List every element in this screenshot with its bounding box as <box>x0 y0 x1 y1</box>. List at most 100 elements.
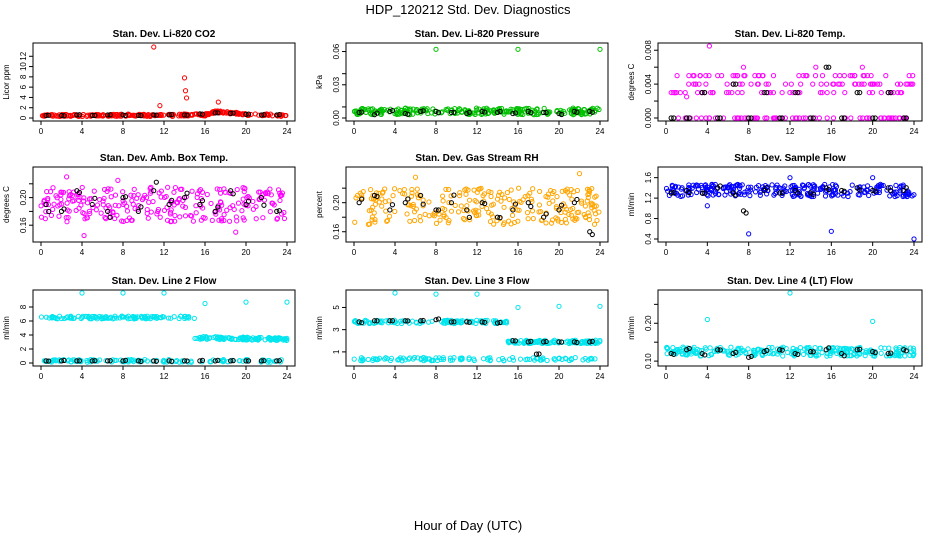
panel-title: Stan. Dev. Line 3 Flow <box>425 276 530 287</box>
series-point <box>407 218 413 224</box>
series-point <box>414 186 420 192</box>
series-point <box>273 336 279 342</box>
x-tick-label: 4 <box>705 127 710 136</box>
mean-point <box>686 345 692 352</box>
series-point <box>824 115 830 121</box>
series-point <box>226 334 232 341</box>
series-point <box>568 212 574 218</box>
series-point <box>693 81 699 87</box>
series-point <box>857 115 863 121</box>
series-point <box>423 355 429 361</box>
series-point <box>359 105 365 112</box>
series-point <box>370 204 376 210</box>
x-tick-label: 0 <box>39 248 44 257</box>
series-point <box>793 115 799 121</box>
series-point <box>487 218 494 225</box>
mean-point <box>885 185 891 191</box>
series-point <box>578 198 585 204</box>
series-point <box>110 357 116 363</box>
mean-point <box>243 358 249 364</box>
series-point <box>877 81 883 87</box>
series-point <box>240 111 246 117</box>
mean-point <box>228 358 234 364</box>
mean-point <box>389 107 396 114</box>
series-point <box>97 357 103 363</box>
mean-point <box>451 319 457 325</box>
series-point <box>866 192 872 199</box>
x-tick-label: 8 <box>121 127 126 136</box>
series-point <box>281 215 288 222</box>
mean-point <box>61 357 67 364</box>
y-tick-label: 1.2 <box>644 192 653 204</box>
mean-point <box>107 358 113 364</box>
mean-point <box>795 351 801 358</box>
series-point <box>583 214 589 221</box>
series-point <box>198 335 204 342</box>
series-point <box>75 194 81 200</box>
mean-point <box>543 338 549 345</box>
series-point <box>455 209 462 215</box>
series-point <box>672 183 679 189</box>
series-point <box>900 193 906 200</box>
mean-point <box>433 317 439 323</box>
x-tick-label: 8 <box>121 372 126 381</box>
mean-point <box>389 202 396 208</box>
x-tick-label: 24 <box>283 248 292 257</box>
outlier-point <box>79 290 85 296</box>
mean-point <box>589 338 595 344</box>
x-tick-label: 4 <box>705 372 710 381</box>
series-point <box>831 187 838 193</box>
mean-point <box>777 347 783 353</box>
series-point <box>84 313 90 320</box>
series-point <box>241 217 247 223</box>
mean-point <box>122 357 129 363</box>
series-point <box>215 335 221 341</box>
series-point <box>545 194 551 200</box>
series-point <box>417 218 424 224</box>
series-point <box>817 89 823 96</box>
series-point <box>568 206 574 213</box>
series-point <box>885 115 891 121</box>
panel-6: Stan. Dev. Sample Flow ml/min 0 4 8 12 16 20 24 0… <box>627 153 923 257</box>
mean-point <box>181 112 188 118</box>
series-point <box>728 344 734 350</box>
mean-point <box>418 192 424 199</box>
mean-point <box>903 348 909 354</box>
x-tick-label: 4 <box>393 248 398 257</box>
series-point <box>790 89 796 96</box>
series-point <box>734 115 740 121</box>
series-point <box>798 193 804 199</box>
series-point <box>176 111 183 117</box>
series-point <box>177 214 183 220</box>
series-point <box>382 199 388 205</box>
mean-point <box>808 190 814 196</box>
series-point <box>146 199 152 205</box>
outlier-point <box>597 303 603 309</box>
series-point <box>458 109 465 115</box>
y-tick-label: 1.6 <box>644 172 653 184</box>
series-point <box>100 198 106 204</box>
series-point <box>44 189 50 195</box>
series-point <box>837 73 843 79</box>
series-point <box>80 198 87 204</box>
mean-point <box>761 349 767 355</box>
series-point <box>866 115 873 121</box>
series-point <box>217 199 224 205</box>
x-tick-label: 20 <box>868 248 877 257</box>
x-tick-label: 0 <box>352 372 357 381</box>
mean-point <box>389 318 396 324</box>
mean-point <box>839 187 845 194</box>
series-point <box>490 201 496 207</box>
series-point <box>508 221 514 227</box>
mean-point <box>764 185 770 191</box>
x-tick-label: 4 <box>393 372 398 381</box>
series-point <box>536 202 543 208</box>
series-point <box>379 196 385 202</box>
mean-point <box>184 112 190 118</box>
series-point <box>113 112 119 118</box>
series-point <box>688 351 694 357</box>
series-point <box>829 349 836 355</box>
mean-point <box>494 109 501 116</box>
mean-point <box>872 188 878 194</box>
series-point <box>157 214 163 220</box>
